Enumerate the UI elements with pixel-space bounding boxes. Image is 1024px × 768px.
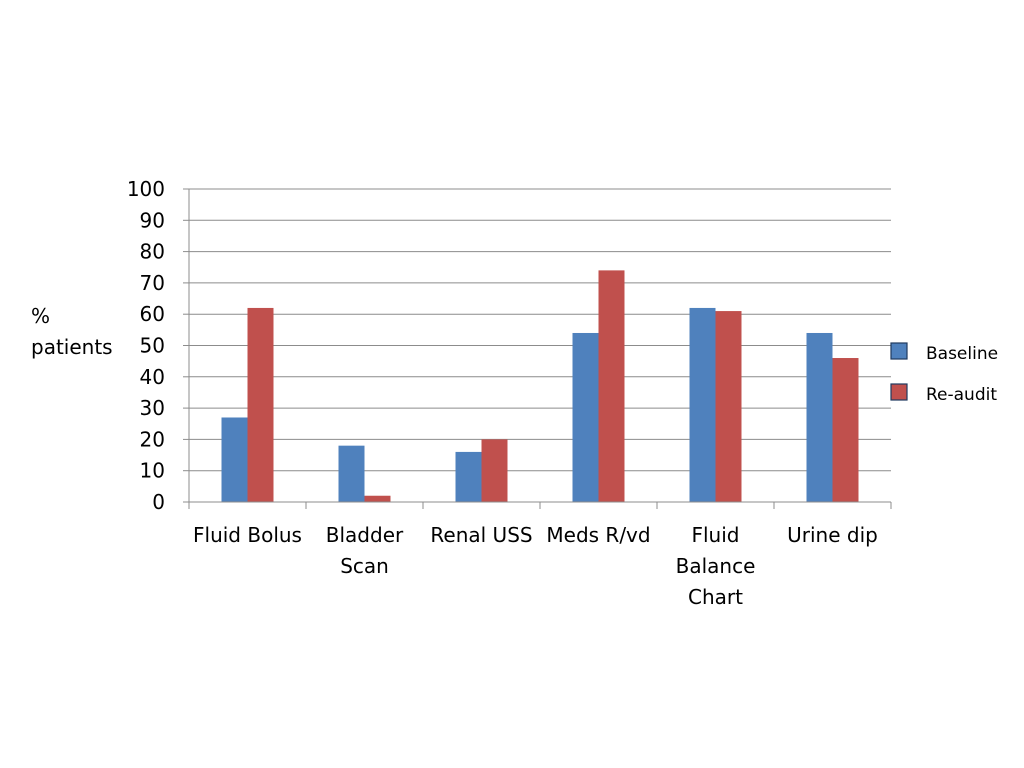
y-axis-tick-labels: 0 10 20 30 40 50 60 70 80 90 100 (127, 177, 165, 514)
x-axis-category-labels: Fluid Bolus Bladder Scan Renal USS Meds R/vd… (193, 523, 878, 609)
legend-label: Re-audit (926, 385, 997, 405)
bar-re-audit-1 (364, 495, 391, 502)
bar-baseline-4 (689, 307, 716, 502)
y-tick-label: 60 (140, 302, 165, 326)
y-tick-label: 40 (140, 365, 165, 389)
x-category-label: Urine dip (787, 523, 878, 547)
x-category-label: Bladder Scan (326, 523, 404, 578)
x-category-label: Meds R/vd (546, 523, 650, 547)
bar-baseline-0 (221, 417, 248, 502)
y-tick-label: 20 (140, 427, 165, 451)
y-tick-label: 50 (140, 334, 165, 358)
bar-re-audit-5 (832, 358, 859, 502)
gridlines (189, 188, 891, 472)
bar-baseline-1 (338, 445, 365, 502)
bar-re-audit-2 (481, 439, 508, 502)
x-category-label: Fluid Balance Chart (676, 523, 756, 609)
bar-re-audit-4 (715, 311, 742, 502)
y-tick-label: 80 (140, 240, 165, 264)
legend-label: Baseline (926, 344, 998, 364)
legend: Baseline Re-audit (890, 342, 998, 405)
legend-swatch-re-audit (890, 383, 908, 401)
bar-baseline-5 (806, 332, 833, 502)
y-tick-label: 90 (140, 208, 165, 232)
y-axis-label: % patients (31, 304, 113, 359)
x-category-label: Renal USS (430, 523, 532, 547)
bars (221, 270, 859, 502)
y-tick-label: 10 (140, 459, 165, 483)
x-category-label: Fluid Bolus (193, 523, 302, 547)
axes (183, 188, 892, 509)
bar-re-audit-3 (598, 270, 625, 502)
bar-re-audit-0 (247, 307, 274, 502)
y-tick-label: 30 (140, 396, 165, 420)
y-tick-label: 70 (140, 271, 165, 295)
y-tick-label: 0 (152, 490, 165, 514)
legend-swatch-baseline (890, 342, 908, 360)
y-tick-label: 100 (127, 177, 165, 201)
bar-baseline-2 (455, 451, 482, 502)
bar-baseline-3 (572, 332, 599, 502)
